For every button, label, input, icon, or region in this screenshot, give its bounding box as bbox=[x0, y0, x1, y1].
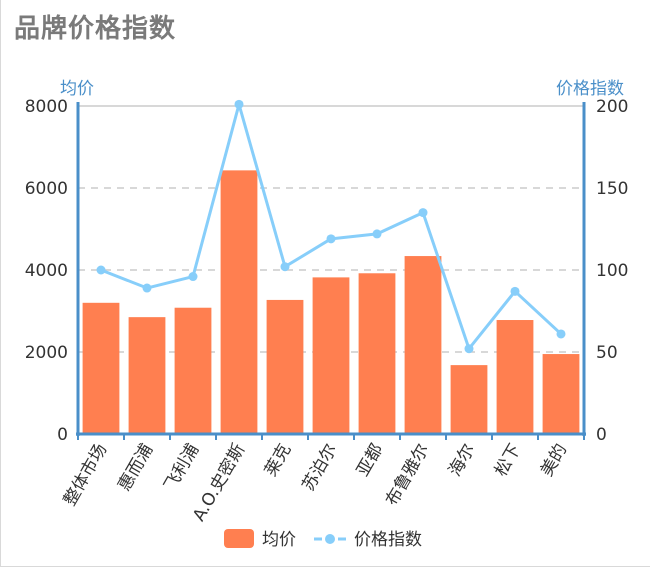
price-index-point-3 bbox=[188, 272, 198, 282]
bar-5 bbox=[266, 299, 304, 434]
bar-10 bbox=[496, 320, 534, 434]
bar-1 bbox=[82, 302, 120, 434]
price-index-point-11 bbox=[556, 329, 566, 339]
bar-3 bbox=[174, 307, 212, 434]
bar-11 bbox=[542, 354, 580, 434]
price-index-point-10 bbox=[510, 286, 520, 296]
price-index-point-4 bbox=[234, 99, 244, 109]
bar-series bbox=[82, 170, 580, 434]
x-tick-label-5: 莱克 bbox=[261, 441, 295, 480]
bar-2 bbox=[128, 317, 166, 434]
legend-line-marker bbox=[325, 534, 335, 544]
legend-label-avg-price: 均价 bbox=[262, 530, 296, 550]
bar-4 bbox=[220, 170, 258, 434]
price-index-point-6 bbox=[326, 234, 336, 244]
x-tick-label-9: 海尔 bbox=[445, 441, 479, 480]
bar-7 bbox=[358, 273, 396, 434]
axes bbox=[76, 102, 586, 440]
price-index-point-8 bbox=[418, 208, 428, 218]
x-tick-label-7: 亚都 bbox=[353, 441, 387, 480]
legend-item-avg-price: 均价 bbox=[224, 529, 296, 550]
y-right-tick-label: 200 bbox=[596, 97, 628, 117]
x-tick-label-10: 松下 bbox=[491, 441, 525, 480]
y-right-tick-label: 150 bbox=[596, 179, 628, 199]
y-right-tick-label: 100 bbox=[596, 261, 628, 281]
y-left-tick-label: 8000 bbox=[25, 97, 68, 117]
y-left-axis-label: 均价 bbox=[60, 79, 94, 99]
y-left-tick-label: 4000 bbox=[25, 261, 68, 281]
price-index-point-2 bbox=[142, 283, 152, 293]
legend-label-price-index: 价格指数 bbox=[354, 530, 422, 550]
price-index-point-1 bbox=[96, 265, 106, 275]
price-index-point-7 bbox=[372, 229, 382, 239]
y-left-tick-label: 0 bbox=[57, 425, 68, 445]
y-right-tick-label: 0 bbox=[596, 425, 607, 445]
x-tick-label-2: 惠而浦 bbox=[115, 441, 158, 495]
price-index-point-9 bbox=[464, 344, 474, 354]
x-tick-label-3: 飞利浦 bbox=[161, 441, 204, 495]
x-tick-label-11: 美的 bbox=[537, 441, 571, 480]
y-left-tick-label: 2000 bbox=[25, 343, 68, 363]
legend-bar-swatch bbox=[224, 529, 254, 548]
bar-8 bbox=[404, 256, 442, 434]
x-tick-label-1: 整体市场 bbox=[60, 441, 111, 510]
y-left-tick-label: 6000 bbox=[25, 179, 68, 199]
legend[interactable]: 均价 价格指数 bbox=[224, 529, 422, 550]
line-series bbox=[96, 99, 566, 354]
bar-6 bbox=[312, 277, 350, 434]
y-right-axis-label: 价格指数 bbox=[556, 79, 624, 99]
x-tick-label-6: 苏泊尔 bbox=[299, 441, 342, 495]
y-right-tick-label: 50 bbox=[596, 343, 618, 363]
chart-title: 品牌价格指数 bbox=[14, 14, 177, 44]
bar-9 bbox=[450, 365, 488, 434]
legend-item-price-index: 价格指数 bbox=[314, 530, 422, 550]
price-index-point-5 bbox=[280, 262, 290, 272]
x-tick-label-8: 布鲁雅尔 bbox=[382, 441, 433, 510]
